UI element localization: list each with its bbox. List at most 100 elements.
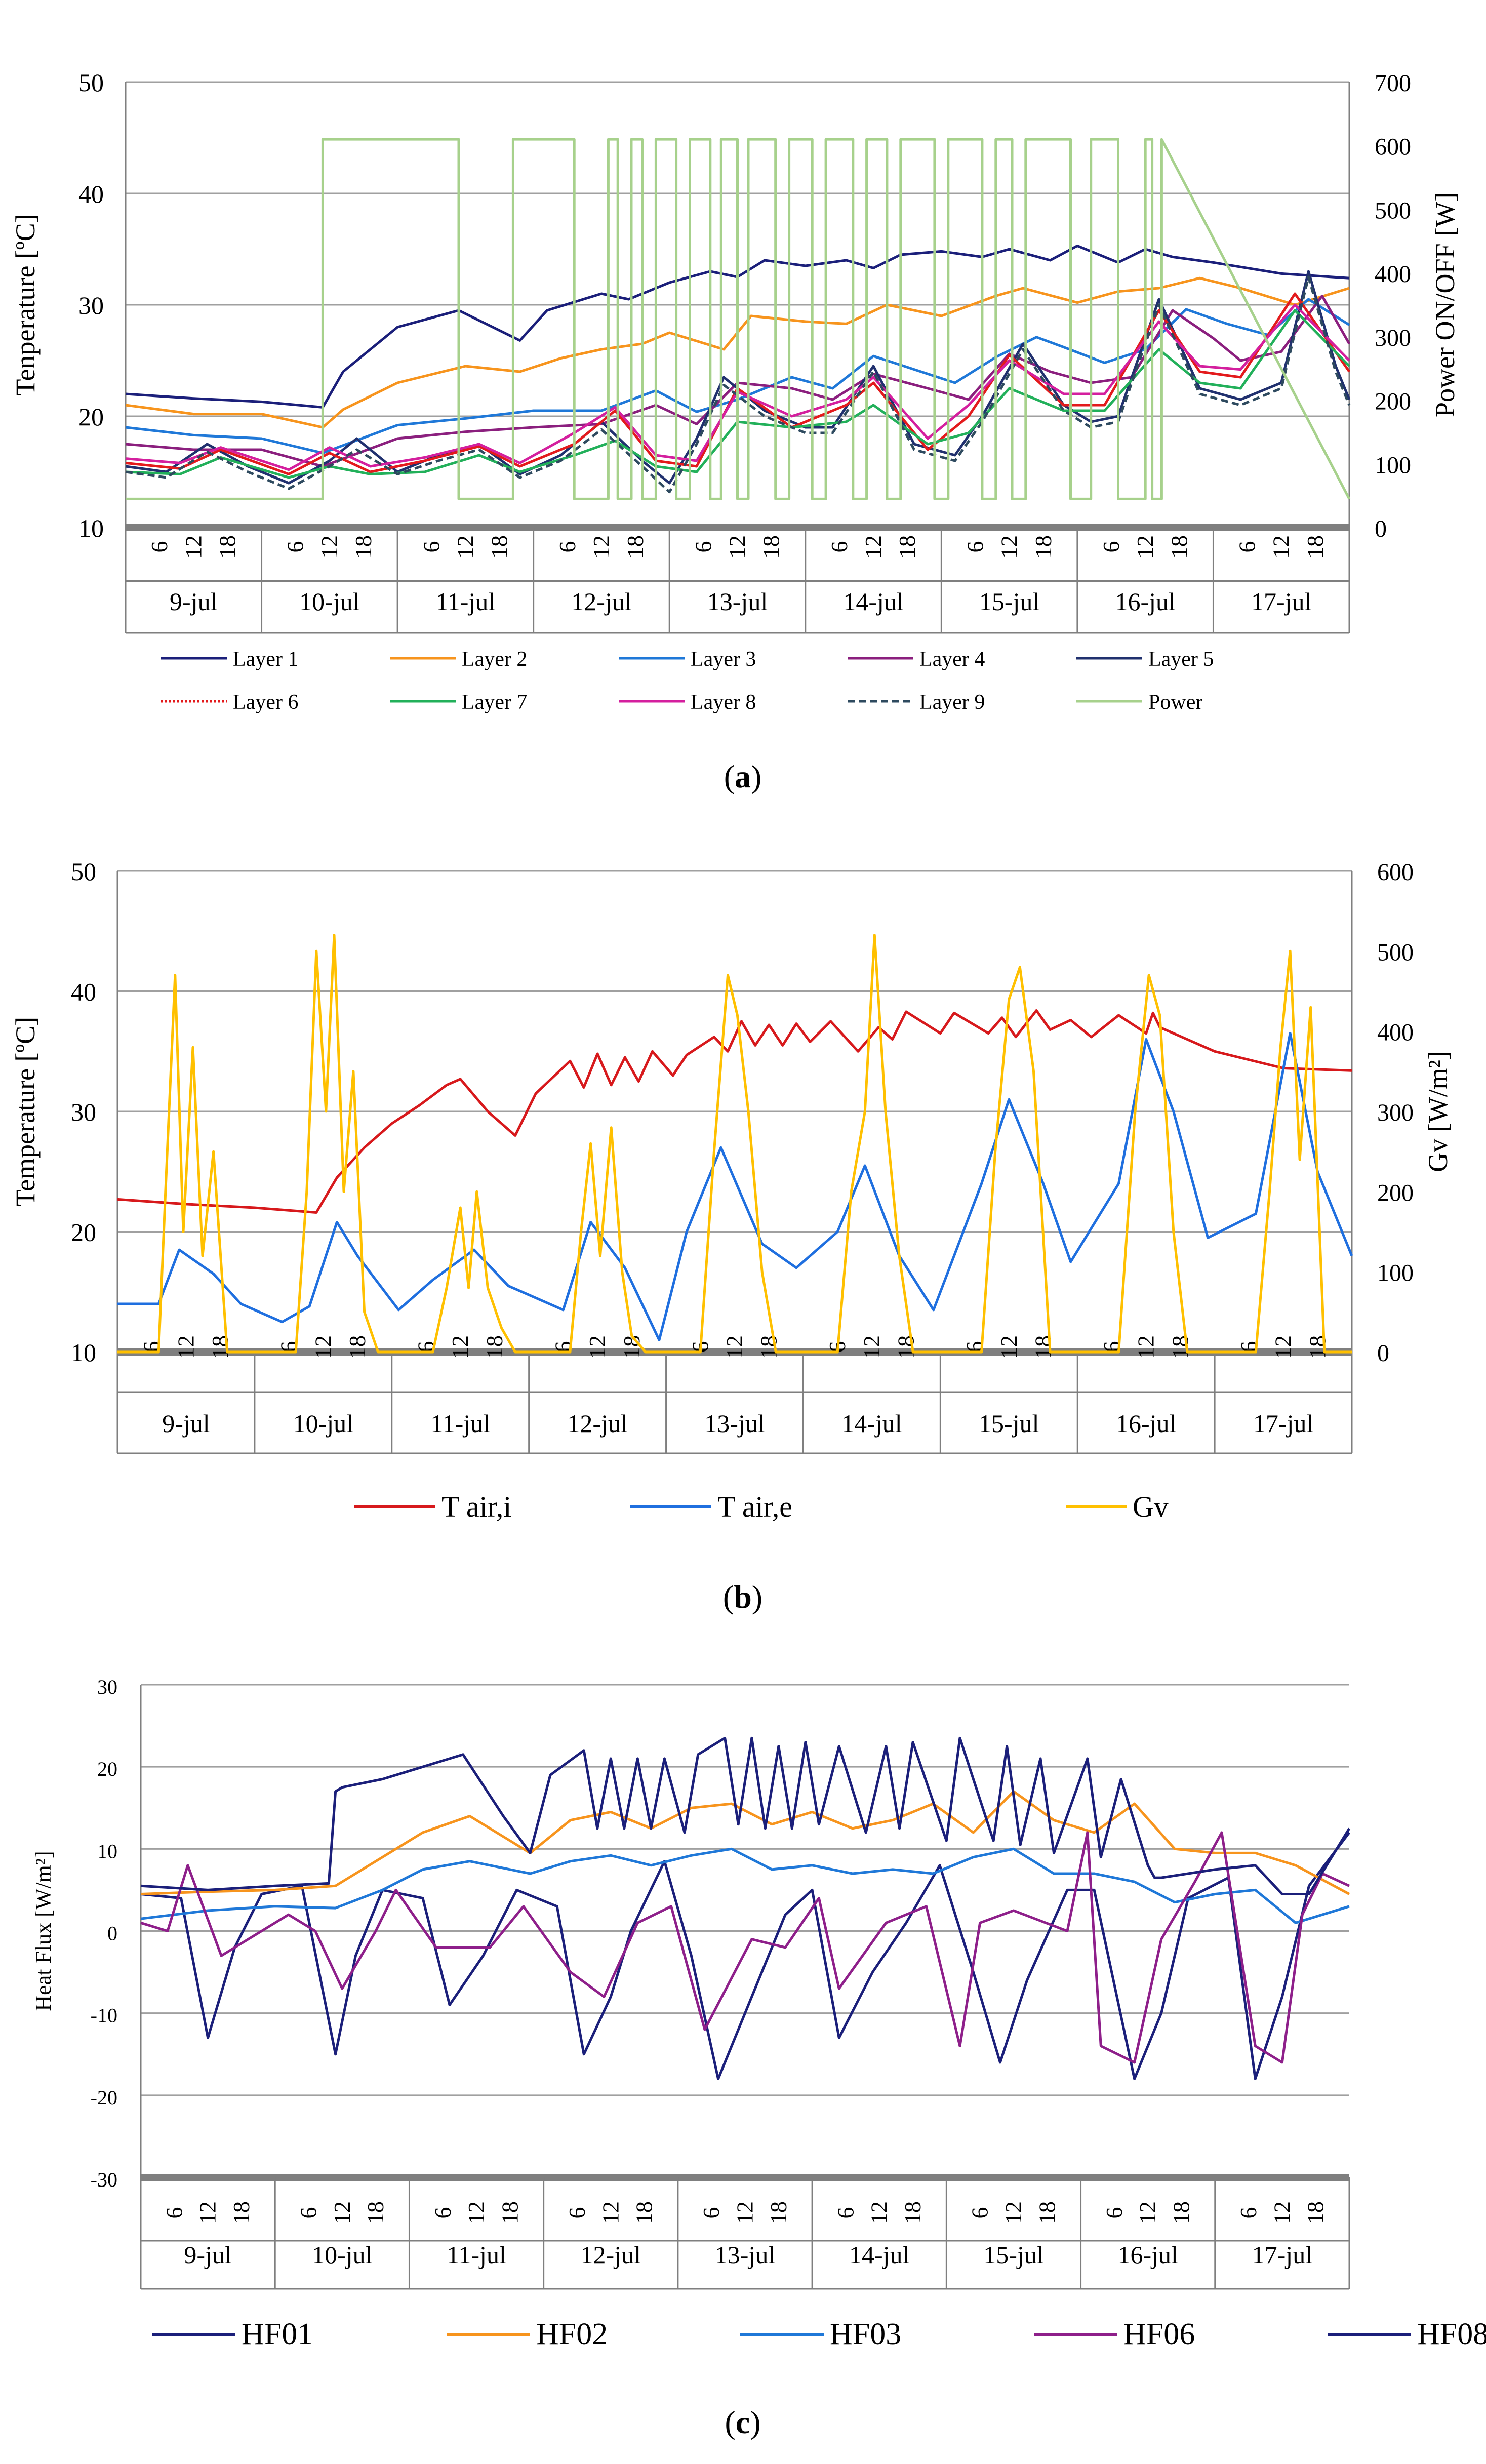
legend-label: Power	[1148, 691, 1202, 714]
x-day-label: 11-jul	[430, 1409, 490, 1438]
x-day-label: 14-jul	[849, 2241, 909, 2269]
x-hour-tick-label: 12	[463, 2201, 489, 2224]
x-hour-tick-label: 6	[1101, 2207, 1127, 2219]
x-hour-tick-label: 12	[1132, 535, 1158, 559]
legend-label: HF01	[242, 2317, 313, 2352]
series-line-layer-9	[125, 275, 1351, 494]
x-hour-tick-label: 6	[1098, 541, 1124, 553]
x-day-label: 12-jul	[571, 587, 631, 616]
x-hour-tick-label: 12	[721, 1335, 747, 1359]
x-hour-tick-label: 18	[1030, 1335, 1056, 1359]
legend-label: Layer 4	[919, 648, 985, 671]
x-day-label: 16-jul	[1115, 587, 1175, 616]
x-hour-tick-label: 12	[1133, 1335, 1159, 1359]
x-hour-tick-label: 12	[860, 535, 886, 559]
x-hour-tick-label: 6	[1234, 541, 1260, 553]
x-day-label: 17-jul	[1253, 1409, 1313, 1438]
x-hour-tick-label: 18	[1303, 2201, 1329, 2224]
x-day-label: 12-jul	[567, 1409, 627, 1438]
legend-label: T air,e	[717, 1490, 792, 1523]
x-hour-tick-label: 18	[1166, 535, 1192, 559]
x-hour-tick-label: 12	[180, 535, 206, 559]
x-hour-tick-label: 18	[481, 1335, 507, 1359]
legend-label: Layer 5	[1148, 648, 1214, 671]
y-tick-label: 20	[78, 403, 104, 431]
legend-label: Layer 2	[462, 648, 527, 671]
y-tick-label: 40	[71, 978, 96, 1006]
x-hour-tick-label: 12	[1268, 535, 1294, 559]
x-day-label: 13-jul	[707, 587, 768, 616]
y-tick-label: 30	[78, 291, 104, 320]
x-day-label: 13-jul	[704, 1409, 765, 1438]
y2-tick-label: 200	[1377, 1179, 1414, 1206]
x-hour-tick-label: 18	[1302, 535, 1328, 559]
y2-axis-title: Gv [W/m²]	[1423, 1051, 1453, 1172]
x-hour-tick-label: 6	[826, 541, 852, 553]
y2-tick-label: 400	[1375, 261, 1411, 288]
x-hour-tick-label: 18	[207, 1335, 233, 1359]
x-hour-tick-label: 6	[554, 541, 580, 553]
series-line-layer-1	[125, 244, 1350, 409]
x-day-label: 12-jul	[581, 2241, 641, 2269]
x-day-label: 17-jul	[1251, 587, 1311, 616]
x-day-label: 16-jul	[1116, 1409, 1176, 1438]
x-hour-tick-label: 18	[900, 2201, 926, 2224]
y2-tick-label: 0	[1377, 1340, 1389, 1367]
x-hour-tick-label: 18	[766, 2201, 791, 2224]
x-hour-tick-label: 12	[316, 535, 342, 559]
x-hour-tick-label: 6	[283, 541, 308, 553]
y-tick-label: -20	[91, 2086, 117, 2109]
y2-tick-label: 300	[1377, 1099, 1414, 1126]
y2-tick-label: 500	[1377, 939, 1414, 966]
x-hour-tick-label: 6	[161, 2207, 187, 2219]
x-hour-tick-label: 6	[430, 2207, 456, 2219]
x-day-label: 16-jul	[1117, 2241, 1178, 2269]
x-hour-tick-label: 12	[859, 1335, 885, 1359]
x-day-label: 14-jul	[843, 587, 903, 616]
x-hour-tick-label: 6	[146, 541, 172, 553]
panel-c-chart: -30 -20 -10 0 10 20 30 6 12 18 9-jul 6 12 18 10-jul 6 12…	[31, 1676, 1486, 2440]
x-hour-tick-label: 18	[756, 1335, 782, 1359]
x-hour-tick-label: 6	[418, 541, 444, 553]
y-tick-label: 50	[71, 857, 96, 886]
x-hour-tick-label: 12	[447, 1335, 473, 1359]
x-hour-tick-label: 18	[363, 2201, 388, 2224]
legend-label: Layer 3	[691, 648, 756, 671]
series-line-power	[126, 138, 1351, 500]
legend-label: HF03	[830, 2317, 901, 2352]
y-tick-label: 0	[107, 1922, 117, 1945]
y2-tick-label: 500	[1375, 197, 1411, 224]
y-tick-label: 10	[97, 1840, 117, 1862]
series-line-hf06	[140, 1831, 1350, 2064]
legend-label: Layer 9	[919, 691, 985, 714]
x-hour-tick-label: 18	[1034, 2201, 1060, 2224]
legend-label: HF08	[1417, 2317, 1486, 2352]
legend-label: T air,i	[441, 1490, 511, 1523]
series-line-hf02	[140, 1790, 1350, 1895]
x-hour-tick-label: 18	[631, 2201, 657, 2224]
x-day-label: 15-jul	[983, 2241, 1043, 2269]
x-day-label: 10-jul	[293, 1409, 353, 1438]
x-hour-tick-label: 18	[1030, 535, 1056, 559]
legend-label: HF02	[536, 2317, 608, 2352]
x-hour-tick-label: 12	[310, 1335, 336, 1359]
x-hour-tick-label: 18	[214, 535, 240, 559]
x-hour-tick-label: 12	[195, 2201, 221, 2224]
x-hour-tick-label: 12	[996, 535, 1022, 559]
y-tick-label: 50	[78, 68, 104, 97]
x-hour-tick-label: 18	[228, 2201, 254, 2224]
x-hour-tick-label: 12	[1000, 2201, 1026, 2224]
y2-tick-label: 100	[1375, 452, 1411, 479]
x-hour-tick-label: 18	[894, 535, 920, 559]
panel-caption: (a)	[724, 759, 762, 794]
y-tick-label: 40	[78, 180, 104, 208]
x-hour-tick-label: 12	[1269, 2201, 1295, 2224]
y2-tick-label: 600	[1377, 859, 1414, 886]
x-day-label: 10-jul	[312, 2241, 372, 2269]
x-hour-tick-label: 6	[962, 541, 988, 553]
y2-tick-label: 200	[1375, 388, 1411, 415]
y-axis-title: Temperature [ºC]	[10, 1017, 41, 1206]
